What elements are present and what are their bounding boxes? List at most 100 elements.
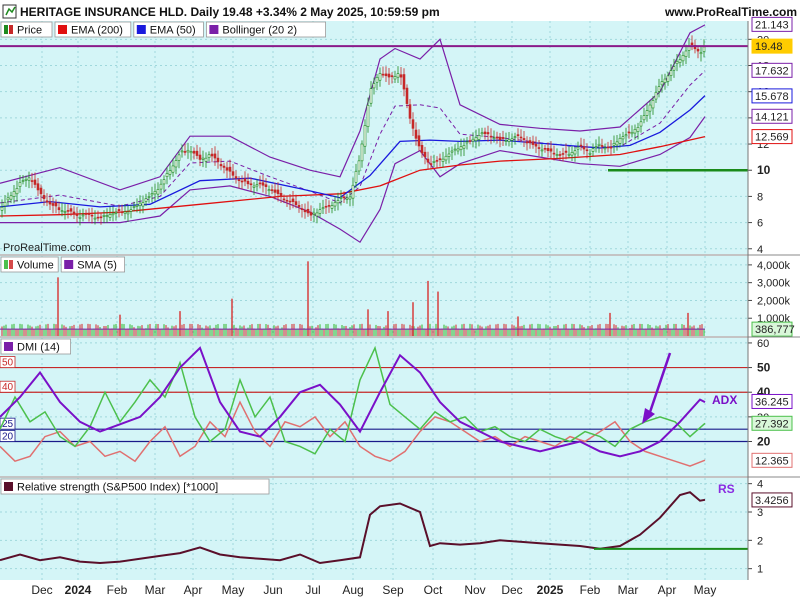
candle xyxy=(78,217,82,219)
value-tag-label: 14.121 xyxy=(755,111,789,123)
volume-bar xyxy=(253,328,255,336)
volume-bar xyxy=(35,326,37,336)
volume-bar xyxy=(15,328,17,336)
candle xyxy=(504,140,508,142)
volume-bar xyxy=(187,329,189,336)
candle xyxy=(348,196,352,200)
volume-bar xyxy=(541,329,543,336)
volume-bar xyxy=(679,328,681,336)
volume-bar xyxy=(223,323,225,336)
candle xyxy=(534,143,538,147)
legend-item[interactable] xyxy=(133,21,204,38)
value-tag xyxy=(751,129,793,145)
candle xyxy=(480,132,484,135)
candle xyxy=(111,212,115,216)
volume-bar xyxy=(43,328,45,336)
candle xyxy=(297,205,301,207)
volume-bar xyxy=(681,324,683,336)
volume-bar xyxy=(245,328,247,336)
volume-bar xyxy=(545,324,547,336)
volume-bar xyxy=(483,329,485,336)
candle xyxy=(657,86,661,92)
volume-bar xyxy=(477,324,479,336)
volume-spike-bar xyxy=(387,311,389,336)
volume-bar xyxy=(571,323,573,336)
adx-annotation: ADX xyxy=(712,393,737,407)
candle xyxy=(51,203,55,206)
volume-bar xyxy=(127,328,129,336)
candle xyxy=(552,152,556,155)
volume-bar xyxy=(699,324,701,336)
candle xyxy=(150,193,154,196)
candle xyxy=(126,211,130,215)
legend-item[interactable] xyxy=(0,338,71,355)
volume-bar xyxy=(441,328,443,336)
volume-bar xyxy=(635,328,637,336)
volume-bar xyxy=(485,326,487,336)
volume-bar xyxy=(345,325,347,336)
volume-bar xyxy=(289,329,291,336)
volume-bar xyxy=(7,328,9,336)
legend-item[interactable] xyxy=(205,21,326,38)
candle xyxy=(75,214,79,216)
candle xyxy=(591,148,595,152)
legend-item[interactable] xyxy=(0,256,59,273)
volume-bar xyxy=(591,325,593,336)
candle xyxy=(327,205,331,207)
candle xyxy=(684,50,688,57)
candle xyxy=(123,211,127,214)
volume-bar xyxy=(63,325,65,336)
candle xyxy=(594,146,598,148)
value-tag-label: 15.678 xyxy=(755,91,789,103)
candle xyxy=(423,151,427,158)
volume-bar xyxy=(279,328,281,336)
candle xyxy=(462,145,466,149)
volume-bar xyxy=(509,328,511,336)
candle xyxy=(15,188,19,195)
legend-item[interactable] xyxy=(0,478,270,495)
legend-item[interactable] xyxy=(60,256,126,273)
candle xyxy=(363,125,367,147)
candle xyxy=(408,104,412,119)
volume-bar xyxy=(425,329,427,336)
legend-item[interactable] xyxy=(0,21,53,38)
volume-bar xyxy=(61,324,63,336)
chart-menu-icon[interactable] xyxy=(2,4,17,19)
x-tick-label: Apr xyxy=(184,583,203,597)
volume-bar xyxy=(607,324,609,336)
volume-bar xyxy=(19,323,21,336)
volume-bar xyxy=(209,325,211,336)
volume-bar xyxy=(651,327,653,336)
candle xyxy=(702,46,706,52)
value-tag-label: 12.569 xyxy=(755,132,789,144)
candle xyxy=(645,110,649,116)
candle xyxy=(654,92,658,100)
dmi-panel[interactable] xyxy=(0,338,748,476)
candle xyxy=(171,165,175,173)
ema200-line xyxy=(0,135,706,217)
volume-bar xyxy=(507,329,509,336)
volume-bar xyxy=(691,326,693,336)
candle xyxy=(243,178,247,182)
volume-bar xyxy=(323,329,325,336)
dmi-level-label: 50 xyxy=(2,358,14,369)
candle xyxy=(387,73,391,78)
volume-bar xyxy=(265,324,267,336)
volume-bar xyxy=(287,328,289,336)
volume-bar xyxy=(195,328,197,336)
volume-bar xyxy=(355,328,357,336)
volume-bar xyxy=(11,324,13,336)
candle xyxy=(156,189,160,195)
volume-bar xyxy=(27,324,29,336)
rs-panel[interactable] xyxy=(0,478,748,580)
candle xyxy=(261,182,265,186)
candle xyxy=(87,213,91,215)
candle xyxy=(609,146,613,149)
legend-item[interactable] xyxy=(54,21,132,38)
volume-spike-bar xyxy=(231,298,233,336)
volume-bar xyxy=(305,328,307,336)
volume-bar xyxy=(267,324,269,336)
candle xyxy=(663,78,667,83)
axis-tick-label: 3,000k xyxy=(757,278,791,290)
site-url[interactable]: www.ProRealTime.com xyxy=(664,5,797,19)
